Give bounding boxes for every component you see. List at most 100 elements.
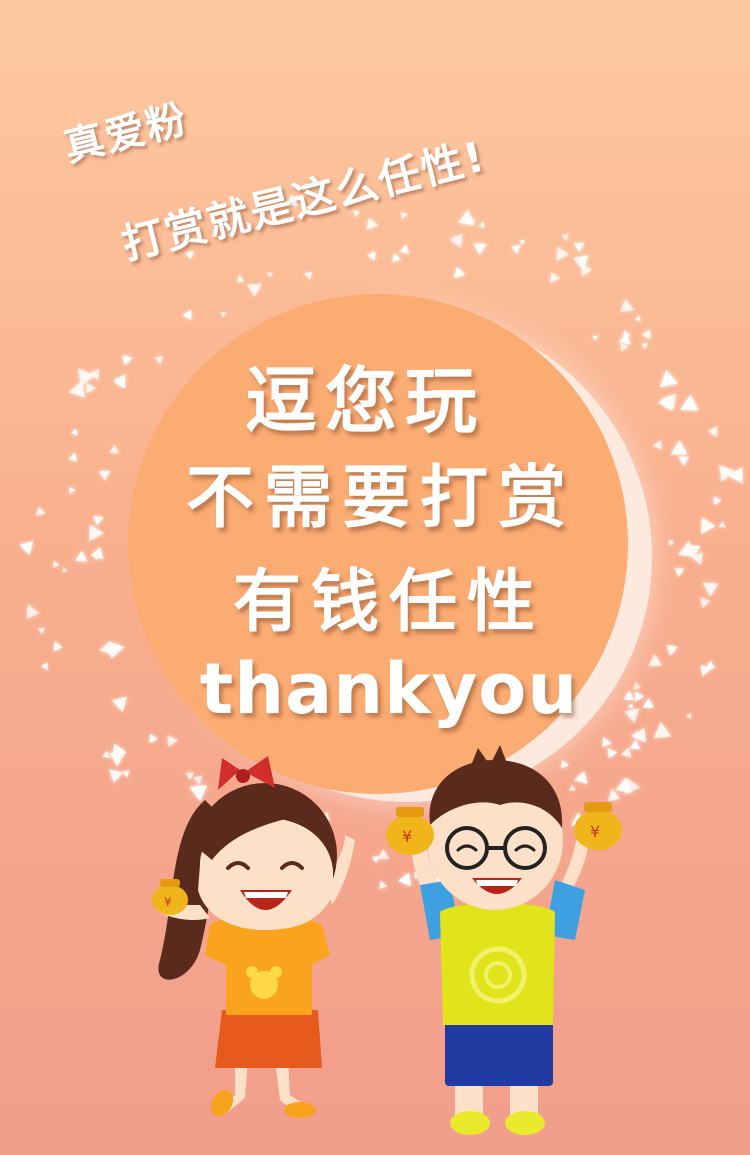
sparkle-triangle [185, 251, 194, 260]
sparkle-triangle [707, 426, 718, 437]
sparkle-triangle [668, 539, 675, 546]
sparkle-triangle [454, 266, 466, 278]
sparkle-triangle [592, 335, 599, 341]
sparkle-triangle [149, 733, 158, 744]
svg-text:¥: ¥ [164, 895, 172, 909]
sparkle-triangle [114, 376, 126, 389]
sparkle-triangle [220, 312, 227, 318]
sparkle-triangle [674, 568, 685, 577]
sparkle-triangle [26, 604, 40, 620]
sparkle-triangle [685, 712, 692, 720]
main-text-line-1: 逗您玩 [244, 359, 485, 443]
sparkle-triangle [93, 516, 104, 526]
sparkle-triangle [38, 628, 45, 635]
sparkle-triangle [366, 217, 379, 230]
sparkle-triangle [88, 368, 100, 381]
sparkle-triangle [556, 246, 570, 261]
sparkle-triangle [702, 582, 719, 597]
sparkle-triangle [478, 221, 485, 229]
sparkle-triangle [109, 753, 125, 767]
sparkle-triangle [653, 721, 672, 739]
sparkle-triangle [690, 552, 703, 566]
cartoon-kids: ¥ [152, 745, 622, 1135]
sparkle-triangle [68, 452, 77, 462]
sparkle-triangle [511, 245, 521, 254]
sparkle-triangle [102, 750, 111, 758]
sparkle-triangle [620, 747, 632, 758]
sparkle-triangle [602, 736, 612, 748]
sparkle-triangle [633, 682, 642, 690]
sparkle-triangle [19, 541, 34, 556]
sparkle-triangle [634, 315, 641, 322]
sparkle-triangle [377, 848, 390, 860]
sparkle-triangle [400, 211, 408, 219]
sparkle-triangle [185, 772, 195, 781]
sparkle-triangle [670, 440, 688, 455]
sparkle-triangle [574, 770, 588, 784]
sparkle-triangle [561, 233, 569, 242]
sparkle-triangle [303, 271, 313, 280]
sparkle-triangle [189, 785, 208, 802]
sparkle-triangle [561, 760, 569, 769]
sparkle-triangle [618, 333, 631, 345]
sparkle-triangle [660, 370, 678, 388]
sparkle-triangle [627, 703, 633, 710]
sparkle-triangle [642, 698, 654, 708]
sparkle-triangle [154, 356, 164, 365]
sparkle-triangle [690, 545, 701, 555]
sparkle-triangle [40, 662, 48, 671]
sparkle-triangle [78, 368, 95, 387]
sparkle-triangle [109, 769, 124, 783]
sparkle-triangle [53, 641, 63, 652]
main-text-line-4: thankyou [199, 648, 579, 730]
sparkle-triangle [652, 440, 662, 451]
sparkle-triangle [641, 343, 649, 350]
sparkle-triangle [122, 355, 133, 366]
sparkle-triangle [658, 395, 672, 412]
sparkle-triangle [680, 394, 699, 411]
sparkle-triangle [36, 506, 46, 516]
sparkle-triangle [107, 641, 125, 659]
sparkle-triangle [193, 775, 203, 785]
sparkle-triangle [705, 660, 716, 669]
sparkle-triangle [550, 271, 561, 283]
sparkle-triangle [607, 747, 618, 759]
sparkle-triangle [678, 541, 696, 558]
sparkle-triangle [623, 690, 635, 701]
sparkle-triangle [89, 524, 104, 542]
sparkle-triangle [620, 343, 629, 352]
money-bag-icon: ¥ [574, 802, 622, 850]
sparkle-triangle [121, 770, 130, 778]
sparkle-triangle [457, 209, 475, 226]
money-bag-icon: ¥ [386, 807, 434, 855]
sparkle-triangle [615, 777, 632, 793]
sparkle-triangle [266, 272, 274, 279]
sparkle-triangle [623, 708, 640, 724]
sparkle-triangle [392, 253, 402, 263]
sparkle-triangle [398, 872, 411, 887]
sparkle-triangle [167, 735, 179, 748]
sparkle-triangle [352, 210, 361, 217]
main-text-line-3: 有钱任性 [232, 563, 545, 642]
sparkle-triangle [718, 520, 726, 528]
sparkle-triangle [246, 283, 262, 297]
sparkle-triangle [608, 788, 621, 802]
svg-text:¥: ¥ [590, 822, 600, 841]
sparkle-triangle [91, 547, 104, 560]
sparkle-triangle [182, 309, 192, 320]
sparkle-triangle [86, 382, 96, 394]
sparkle-triangle [641, 329, 651, 340]
sparkle-triangle [620, 298, 635, 313]
sparkle-triangle [568, 784, 576, 791]
sparkle-triangle [71, 428, 78, 436]
sparkle-triangle [728, 467, 743, 484]
sparkle-triangle [666, 644, 678, 656]
sparkle-triangle [632, 727, 646, 743]
boy-illustration: ¥ ¥ [386, 745, 622, 1135]
sparkle-triangle [111, 696, 127, 713]
sparkle-triangle [399, 244, 410, 254]
sparkle-triangle [99, 642, 111, 655]
sparkle-triangle [719, 464, 736, 482]
sparkle-triangle [449, 233, 463, 248]
